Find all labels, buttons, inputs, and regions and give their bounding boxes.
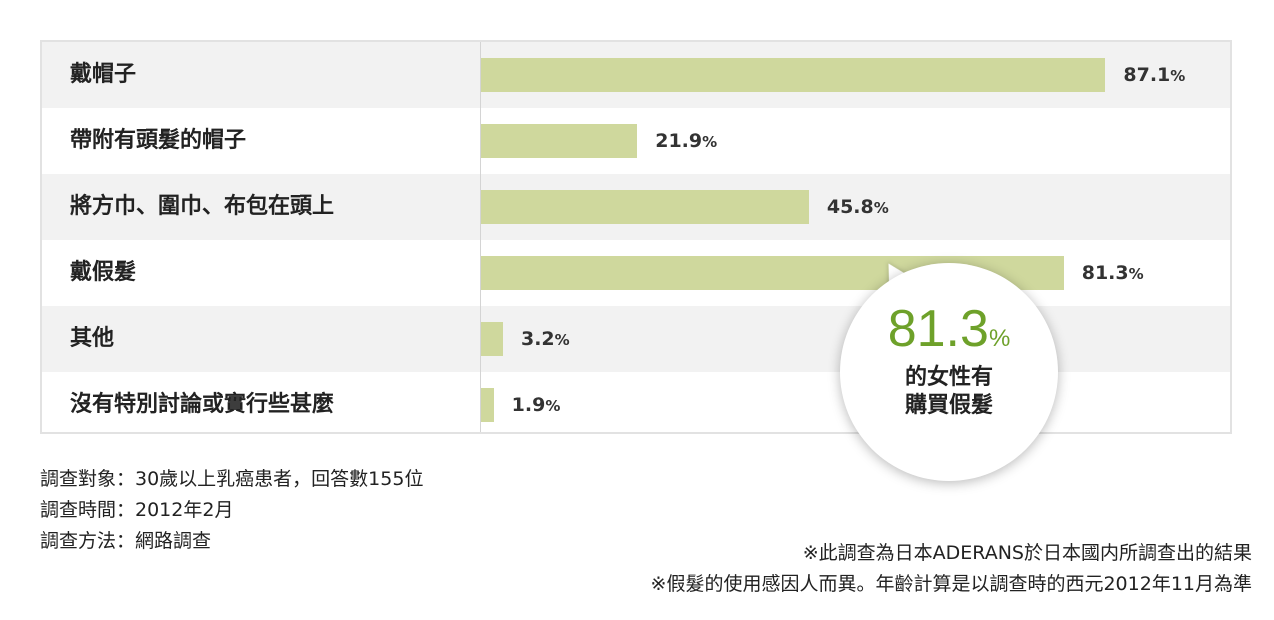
category-label: 將方巾、圍巾、布包在頭上 — [70, 194, 335, 219]
data-label-value: 1.9 — [511, 394, 546, 416]
bar — [480, 58, 1106, 92]
survey-note-period: 調查時間：2012年2月 — [40, 499, 234, 521]
survey-notes: 調查對象：30歲以上乳癌患者，回答數155位 調查時間：2012年2月 調查方法… — [40, 464, 423, 557]
bar — [480, 388, 494, 422]
callout-line-1: 的女性有 — [904, 365, 993, 390]
data-label-unit: % — [702, 133, 718, 151]
data-label-value: 81.3 — [1081, 262, 1129, 284]
data-label: 45.8% — [827, 190, 889, 224]
chart-row: 沒有特別討論或實行些甚麼 1.9% — [42, 372, 1230, 438]
callout-value: 81.3% — [840, 301, 1058, 367]
data-label-value: 87.1 — [1123, 64, 1171, 86]
data-label-unit: % — [873, 199, 889, 217]
survey-note-method: 調查方法：網路調查 — [40, 530, 212, 552]
chart-row: 戴假髮 81.3% — [42, 240, 1230, 306]
data-label-value: 3.2 — [520, 328, 555, 350]
data-label-unit: % — [1128, 265, 1144, 283]
data-label-value: 45.8 — [826, 196, 874, 218]
chart-row: 將方巾、圍巾、布包在頭上 45.8% — [42, 174, 1230, 240]
category-label: 戴假髮 — [70, 260, 137, 285]
bar — [480, 124, 638, 158]
footnotes: ※此調查為日本ADERANS於日本國内所調查出的結果 ※假髮的使用感因人而異。年… — [651, 538, 1252, 600]
category-label: 其他 — [70, 326, 115, 351]
callout-unit: % — [988, 325, 1011, 352]
chart-row: 帶附有頭髮的帽子 21.9% — [42, 108, 1230, 174]
data-label: 1.9% — [512, 388, 561, 422]
data-label-unit: % — [545, 397, 561, 415]
data-label: 21.9% — [655, 124, 717, 158]
data-label-unit: % — [1170, 67, 1186, 85]
label-divider — [480, 42, 481, 432]
callout-number: 81.3 — [887, 300, 989, 358]
footnote-disclaimer: ※假髮的使用感因人而異。年齡計算是以調查時的西元2012年11月為準 — [650, 573, 1252, 595]
callout-bubble: 81.3% 的女性有 購買假髮 — [840, 263, 1058, 481]
bar — [480, 190, 809, 224]
data-label-value: 21.9 — [655, 130, 703, 152]
data-label: 87.1% — [1123, 58, 1185, 92]
category-label: 戴帽子 — [70, 62, 137, 87]
data-label: 81.3% — [1082, 256, 1144, 290]
category-label: 帶附有頭髮的帽子 — [70, 128, 247, 153]
data-label: 3.2% — [521, 322, 570, 356]
bar — [480, 322, 503, 356]
footnote-source: ※此調查為日本ADERANS於日本國内所調查出的結果 — [802, 542, 1252, 564]
chart-row: 戴帽子 87.1% — [42, 42, 1230, 108]
data-label-unit: % — [554, 331, 570, 349]
callout-line-2: 購買假髮 — [904, 393, 993, 418]
survey-note-target: 調查對象：30歲以上乳癌患者，回答數155位 — [40, 468, 424, 490]
category-label: 沒有特別討論或實行些甚麼 — [70, 392, 335, 417]
